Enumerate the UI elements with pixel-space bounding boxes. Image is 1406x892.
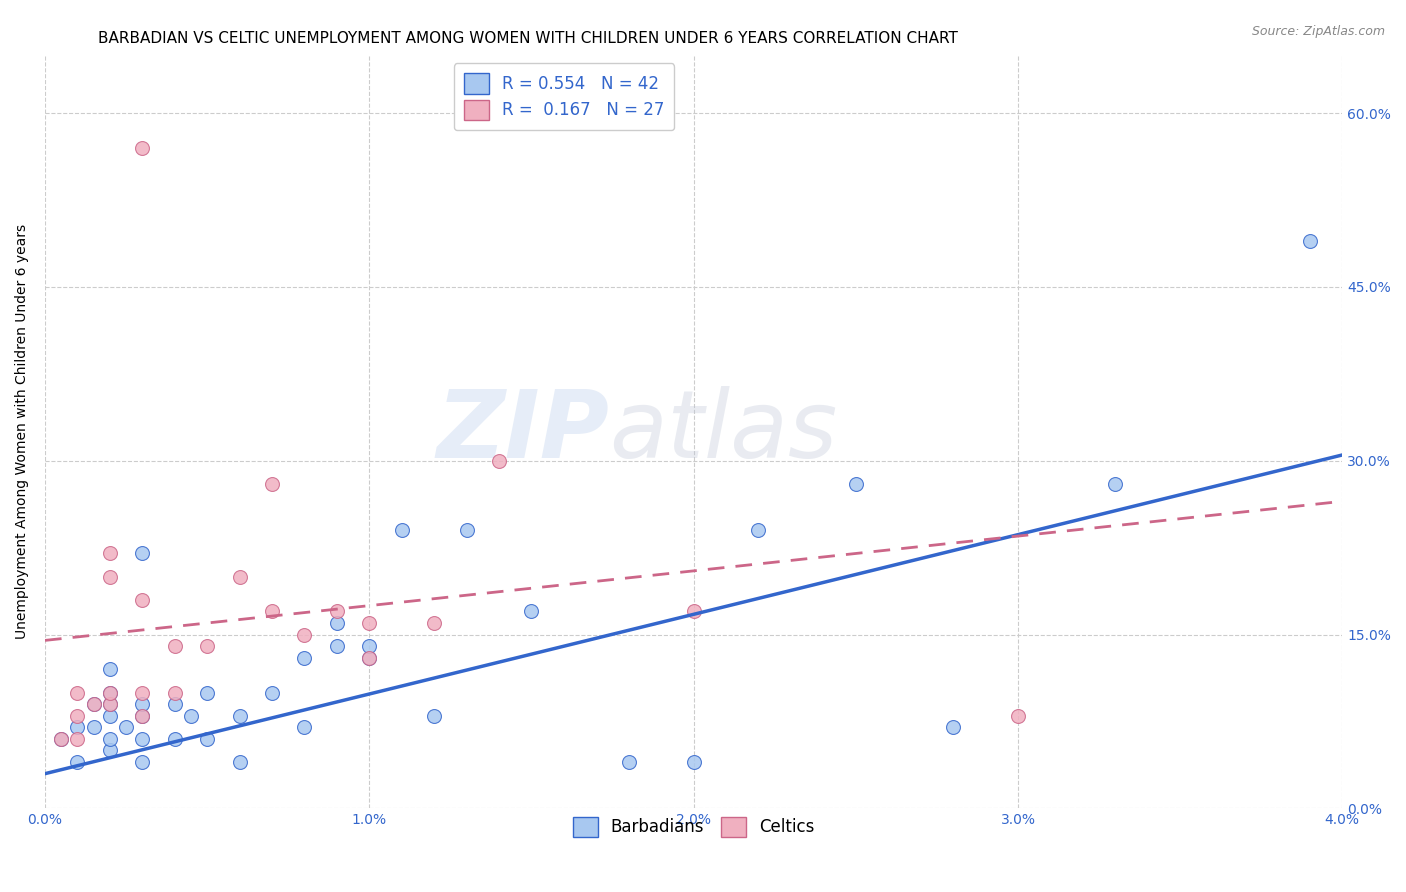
Point bbox=[131, 592, 153, 607]
Point bbox=[391, 524, 413, 538]
Point bbox=[51, 731, 73, 746]
Point bbox=[180, 708, 202, 723]
Point bbox=[66, 685, 89, 699]
Point bbox=[228, 708, 250, 723]
Point bbox=[98, 546, 121, 560]
Point bbox=[682, 604, 704, 618]
Point bbox=[326, 639, 349, 653]
Point bbox=[83, 697, 105, 711]
Point bbox=[98, 697, 121, 711]
Point bbox=[682, 755, 704, 769]
Point bbox=[195, 731, 218, 746]
Point bbox=[326, 604, 349, 618]
Point bbox=[115, 720, 138, 734]
Point bbox=[260, 685, 283, 699]
Point bbox=[98, 697, 121, 711]
Point bbox=[131, 708, 153, 723]
Point bbox=[83, 697, 105, 711]
Point bbox=[228, 569, 250, 583]
Point bbox=[131, 697, 153, 711]
Point bbox=[359, 615, 381, 630]
Point bbox=[98, 743, 121, 757]
Point bbox=[294, 650, 316, 665]
Point bbox=[131, 731, 153, 746]
Point bbox=[617, 755, 640, 769]
Text: atlas: atlas bbox=[609, 386, 838, 477]
Point bbox=[98, 685, 121, 699]
Point bbox=[845, 477, 868, 491]
Point bbox=[98, 685, 121, 699]
Text: Source: ZipAtlas.com: Source: ZipAtlas.com bbox=[1251, 25, 1385, 38]
Point bbox=[423, 615, 446, 630]
Text: BARBADIAN VS CELTIC UNEMPLOYMENT AMONG WOMEN WITH CHILDREN UNDER 6 YEARS CORRELA: BARBADIAN VS CELTIC UNEMPLOYMENT AMONG W… bbox=[98, 31, 959, 46]
Point bbox=[747, 524, 769, 538]
Point bbox=[359, 639, 381, 653]
Point bbox=[163, 731, 186, 746]
Point bbox=[163, 639, 186, 653]
Point bbox=[131, 685, 153, 699]
Point bbox=[131, 546, 153, 560]
Point bbox=[98, 708, 121, 723]
Point bbox=[131, 141, 153, 155]
Point bbox=[98, 662, 121, 676]
Point bbox=[326, 615, 349, 630]
Point bbox=[1007, 708, 1029, 723]
Point bbox=[294, 627, 316, 641]
Point bbox=[942, 720, 965, 734]
Point bbox=[1104, 477, 1126, 491]
Point bbox=[66, 731, 89, 746]
Point bbox=[66, 720, 89, 734]
Point bbox=[359, 650, 381, 665]
Point bbox=[260, 604, 283, 618]
Point bbox=[359, 650, 381, 665]
Point bbox=[51, 731, 73, 746]
Text: ZIP: ZIP bbox=[436, 386, 609, 478]
Point bbox=[195, 685, 218, 699]
Point bbox=[520, 604, 543, 618]
Point bbox=[228, 755, 250, 769]
Y-axis label: Unemployment Among Women with Children Under 6 years: Unemployment Among Women with Children U… bbox=[15, 224, 30, 640]
Point bbox=[195, 639, 218, 653]
Legend: Barbadians, Celtics: Barbadians, Celtics bbox=[564, 808, 823, 846]
Point bbox=[260, 477, 283, 491]
Point bbox=[456, 524, 478, 538]
Point bbox=[131, 755, 153, 769]
Point bbox=[294, 720, 316, 734]
Point bbox=[131, 708, 153, 723]
Point bbox=[423, 708, 446, 723]
Point bbox=[163, 697, 186, 711]
Point bbox=[98, 569, 121, 583]
Point bbox=[98, 731, 121, 746]
Point bbox=[66, 708, 89, 723]
Point bbox=[66, 755, 89, 769]
Point bbox=[83, 720, 105, 734]
Point bbox=[163, 685, 186, 699]
Point bbox=[488, 454, 510, 468]
Point bbox=[1299, 234, 1322, 248]
